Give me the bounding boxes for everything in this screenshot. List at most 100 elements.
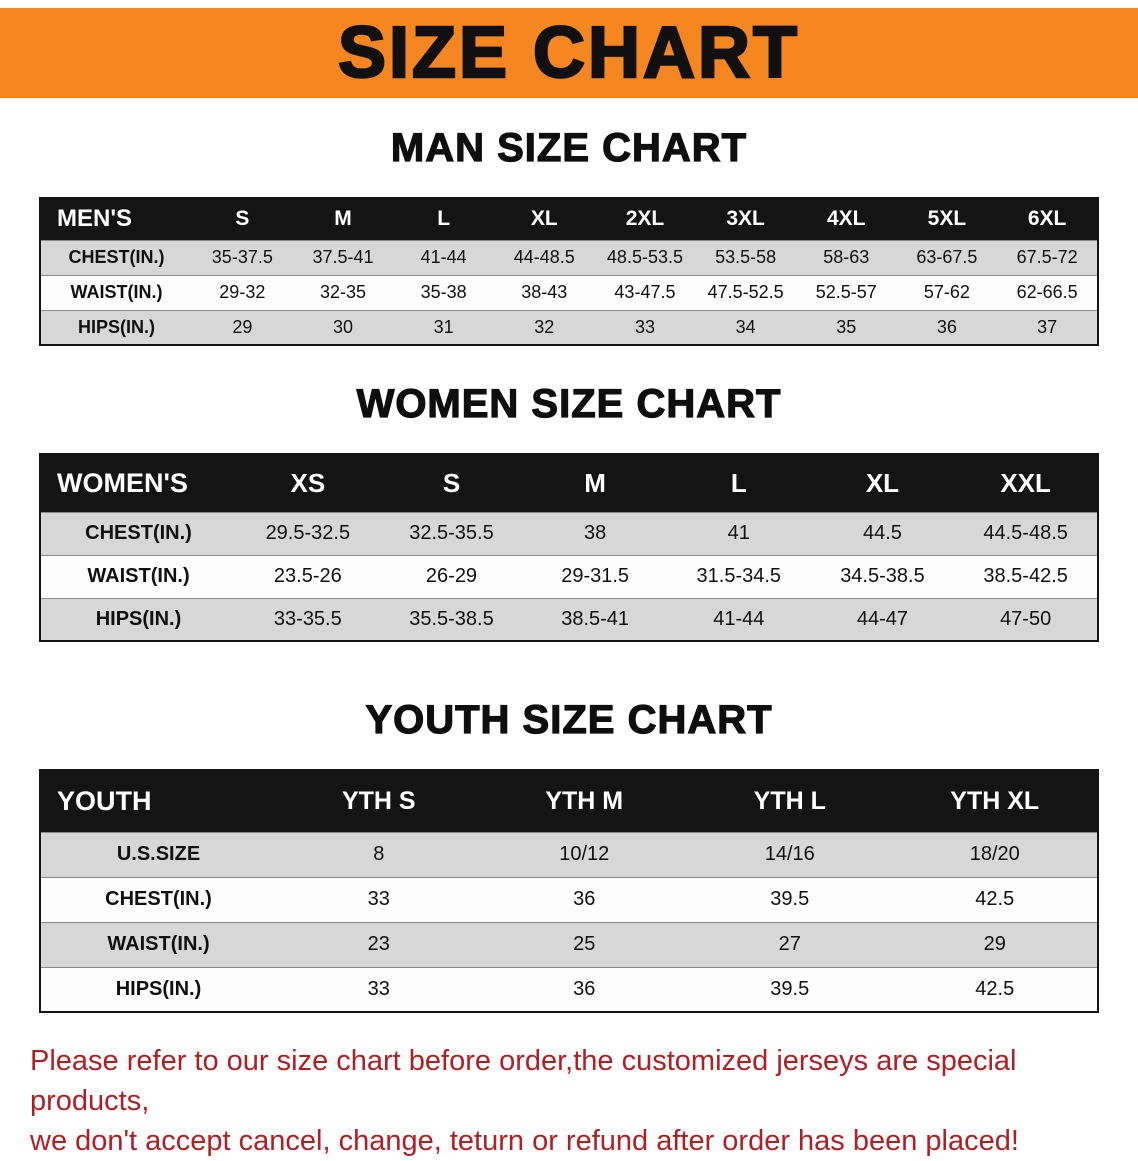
measurement-value-cell: 63-67.5: [916, 247, 978, 267]
size-header-cell: XL: [530, 207, 558, 231]
women-size-table: WOMEN'S XS S M L XL XXL CHEST(IN.) 29.5-32.5 32.5…: [39, 453, 1099, 642]
size-header-cell: S: [235, 207, 250, 231]
measurement-value-cell: 58-63: [823, 247, 870, 267]
size-header-cell: XL: [865, 467, 900, 498]
measurement-value-cell: 8: [373, 843, 385, 865]
measurement-value-cell: 10/12: [559, 843, 610, 865]
size-header-cell: 6XL: [1027, 207, 1067, 231]
measurement-value-cell: 67.5-72: [1016, 247, 1078, 267]
size-header-cell: XXL: [1000, 467, 1051, 498]
measurement-row: CHEST(IN.) 33 36 39.5 42.5: [40, 877, 1098, 922]
measurement-label-cell: WAIST(IN.): [107, 933, 210, 955]
women-section-heading: WOMEN SIZE CHART: [356, 381, 782, 426]
measurement-value-cell: 38-43: [521, 282, 568, 302]
measurement-value-cell: 39.5: [770, 888, 810, 910]
measurement-value-cell: 38.5-42.5: [983, 565, 1068, 587]
measurement-value-cell: 44-47: [856, 607, 909, 630]
measurement-value-cell: 34: [735, 316, 756, 337]
measurement-row: WAIST(IN.) 29-32 32-35 35-38 38-43 43-47.5 47.…: [40, 275, 1098, 310]
measurement-label-cell: CHEST(IN.): [68, 247, 165, 267]
table-title-cell: WOMEN'S: [57, 467, 188, 498]
measurement-row: U.S.SIZE 8 10/12 14/16 18/20: [40, 832, 1098, 877]
footer-line-2: we don't accept cancel, change, teturn o…: [30, 1125, 1019, 1158]
size-header-cell: L: [730, 467, 747, 498]
measurement-value-cell: 35-37.5: [211, 247, 273, 267]
table-title-cell: MEN'S: [57, 205, 133, 233]
measurement-row: WAIST(IN.) 23.5-26 26-29 29-31.5 31.5-34.5 34…: [40, 555, 1098, 598]
size-header-cell: 4XL: [827, 207, 866, 231]
size-header-cell: YTH L: [753, 786, 826, 815]
measurement-value-cell: 47.5-52.5: [707, 282, 784, 302]
measurement-label-cell: CHEST(IN.): [105, 888, 212, 910]
measurement-value-cell: 41-44: [713, 607, 765, 630]
measurement-label-cell: HIPS(IN.): [115, 977, 202, 1000]
size-header-cell: L: [437, 207, 451, 231]
measurement-label-cell: HIPS(IN.): [95, 607, 182, 630]
measurement-value-cell: 44.5: [862, 522, 902, 544]
size-table-header-row: WOMEN'S XS S M L XL XXL: [40, 454, 1098, 512]
measurement-value-cell: 29: [232, 316, 253, 337]
measurement-row: HIPS(IN.) 33 36 39.5 42.5: [40, 967, 1098, 1012]
measurement-value-cell: 33: [634, 316, 655, 337]
size-header-cell: 2XL: [625, 207, 665, 231]
measurement-label-cell: WAIST(IN.): [87, 565, 190, 587]
measurement-value-cell: 41: [727, 522, 750, 544]
measurement-value-cell: 37: [1037, 316, 1058, 337]
size-header-cell: YTH M: [545, 786, 624, 815]
size-header-cell: S: [442, 467, 461, 498]
men-section-heading: MAN SIZE CHART: [390, 125, 748, 170]
measurement-value-cell: 44.5-48.5: [983, 522, 1068, 544]
measurement-value-cell: 38.5-41: [561, 607, 630, 630]
size-table-header-row: MEN'S S M L XL 2XL 3XL 4XL 5XL 6XL: [40, 198, 1098, 240]
measurement-label-cell: CHEST(IN.): [85, 522, 192, 544]
measurement-value-cell: 47-50: [1000, 607, 1052, 630]
measurement-value-cell: 57-62: [923, 282, 970, 302]
measurement-value-cell: 38: [584, 522, 607, 544]
measurement-row: WAIST(IN.) 23 25 27 29: [40, 922, 1098, 967]
section-youth: YOUTH SIZE CHART YOUTH YTH S YTH M YTH L YTH…: [0, 697, 1138, 1013]
measurement-value-cell: 34.5-38.5: [840, 565, 925, 587]
youth-section-heading: YOUTH SIZE CHART: [365, 697, 773, 742]
measurement-value-cell: 31.5-34.5: [696, 565, 782, 587]
size-chart-page: SIZE CHART MAN SIZE CHART MEN'S S M L XL 2XL 3…: [0, 8, 1138, 1161]
measurement-value-cell: 33: [367, 977, 390, 1000]
measurement-value-cell: 35: [836, 316, 857, 337]
measurement-value-cell: 31: [433, 316, 454, 337]
measurement-value-cell: 42.5: [975, 977, 1015, 1000]
measurement-value-cell: 23: [367, 933, 390, 955]
measurement-label-cell: U.S.SIZE: [116, 843, 201, 865]
size-header-cell: M: [334, 207, 352, 231]
measurement-value-cell: 29.5-32.5: [265, 522, 351, 544]
measurement-value-cell: 32: [534, 316, 555, 337]
measurement-value-cell: 32.5-35.5: [409, 522, 494, 544]
measurement-row: HIPS(IN.) 33-35.5 35.5-38.5 38.5-41 41-44 44-…: [40, 598, 1098, 641]
measurement-value-cell: 48.5-53.5: [606, 247, 683, 267]
measurement-value-cell: 42.5: [975, 888, 1015, 910]
measurement-value-cell: 41-44: [420, 247, 467, 267]
measurement-label-cell: WAIST(IN.): [70, 282, 163, 302]
measurement-value-cell: 37.5-41: [312, 247, 374, 267]
section-women: WOMEN SIZE CHART WOMEN'S XS S M L XL XXL CHEST(…: [0, 381, 1138, 642]
measurement-value-cell: 62-66.5: [1016, 282, 1078, 302]
measurement-row: CHEST(IN.) 29.5-32.5 32.5-35.5 38 41 44.5 44.5…: [40, 512, 1098, 555]
measurement-value-cell: 30: [332, 316, 353, 337]
measurement-value-cell: 29: [983, 933, 1006, 955]
measurement-value-cell: 43-47.5: [614, 282, 676, 302]
measurement-value-cell: 39.5: [770, 977, 810, 1000]
banner: SIZE CHART: [0, 8, 1138, 98]
measurement-value-cell: 36: [573, 888, 596, 910]
measurement-value-cell: 35-38: [420, 282, 467, 302]
size-header-cell: YTH S: [341, 786, 416, 815]
measurement-value-cell: 52.5-57: [815, 282, 877, 302]
size-header-cell: M: [584, 467, 606, 498]
table-title-cell: YOUTH: [57, 785, 152, 816]
measurement-label-cell: HIPS(IN.): [77, 316, 155, 337]
measurement-value-cell: 27: [778, 933, 801, 955]
men-size-table: MEN'S S M L XL 2XL 3XL 4XL 5XL 6XL CHEST(IN.) 35-37…: [39, 197, 1099, 346]
footer-note: Please refer to our size chart before or…: [0, 1041, 1138, 1161]
measurement-value-cell: 25: [573, 933, 596, 955]
size-table-header-row: YOUTH YTH S YTH M YTH L YTH XL: [40, 770, 1098, 832]
measurement-value-cell: 14/16: [764, 843, 815, 865]
measurement-value-cell: 23.5-26: [273, 565, 342, 587]
footer-line-1: Please refer to our size chart before or…: [30, 1045, 1017, 1118]
